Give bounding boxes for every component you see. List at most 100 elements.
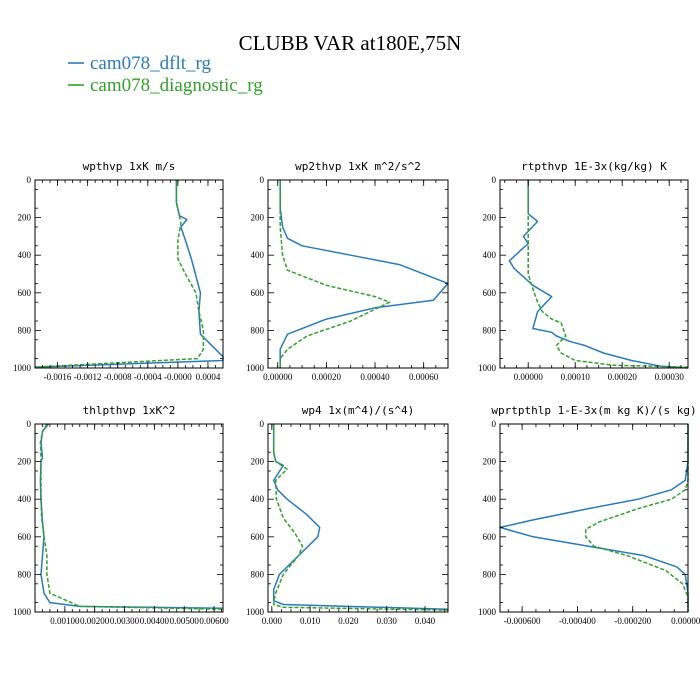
plot-frame (499, 179, 689, 369)
x-tick-label: 0.00300 (110, 616, 140, 626)
y-tick-label: 200 (18, 213, 32, 223)
panel-2: wp2thvp 1xK m^2/s^2020040060080010000.00… (246, 160, 449, 382)
panel-title: rtpthvp 1E-3x(kg/kg) K (521, 160, 667, 173)
x-tick-label: 0.00600 (199, 616, 229, 626)
y-tick-label: 400 (483, 494, 497, 504)
series-line-dflt (39, 423, 224, 609)
panel-title: thlpthvp 1xK^2 (83, 404, 176, 417)
y-tick-label: 0 (492, 175, 497, 185)
y-tick-label: 400 (483, 250, 497, 260)
y-tick-label: 1000 (246, 607, 265, 617)
x-tick-label: 0.00400 (140, 616, 170, 626)
panel-title: wpthvp 1xK m/s (83, 160, 176, 173)
panel-title: wp4 1x(m^4)/(s^4) (302, 404, 415, 417)
y-tick-label: 0 (492, 419, 497, 429)
panel-3: rtpthvp 1E-3x(kg/kg) K 0 200 400 600 800 1000 0… (478, 160, 689, 382)
series-line-diagnostic (279, 180, 391, 368)
x-tick-label: 0.00030 (655, 372, 685, 382)
y-tick-label: 600 (18, 288, 32, 298)
y-tick-label: 600 (483, 288, 497, 298)
y-tick-label: 800 (18, 569, 32, 579)
y-tick-label: 1000 (13, 363, 32, 373)
x-tick-label: 0.00200 (80, 616, 110, 626)
y-tick-label: 200 (483, 457, 497, 467)
series-line-diagnostic (527, 180, 689, 368)
y-tick-label: 400 (18, 250, 32, 260)
y-tick-label: 800 (251, 569, 265, 579)
x-tick-label: 0.00000 (514, 372, 544, 382)
y-tick-label: 1000 (478, 607, 497, 617)
x-tick-label: 0.020 (338, 616, 359, 626)
plot-frame (267, 423, 449, 613)
y-tick-label: 600 (251, 288, 265, 298)
x-tick-label: 0.000 (262, 616, 283, 626)
y-tick-label: 1000 (478, 363, 497, 373)
plot-frame (267, 179, 449, 369)
legend-label-diagnostic: cam078_diagnostic_rg (90, 75, 263, 96)
x-tick-label: -0.0012 (74, 372, 102, 382)
legend: cam078_dflt_rg cam078_diagnostic_rg (68, 53, 263, 96)
panel-title: wp2thvp 1xK m^2/s^2 (295, 160, 421, 173)
plot-frame (34, 179, 224, 369)
y-tick-label: 0 (260, 175, 265, 185)
x-tick-label: 0.00040 (360, 372, 390, 382)
plot-frame (34, 423, 224, 613)
y-tick-label: 600 (483, 532, 497, 542)
x-tick-label: -0.0008 (104, 372, 132, 382)
x-tick-label: -0.000200 (614, 616, 651, 626)
series-line-dflt (279, 180, 449, 368)
y-tick-label: 800 (251, 325, 265, 335)
x-tick-label: -0.000600 (504, 616, 541, 626)
x-tick-label: -0.0000 (164, 372, 192, 382)
figure-title: CLUBB VAR at180E,75N (239, 31, 462, 55)
y-tick-label: 400 (251, 494, 265, 504)
series-line-dflt (272, 424, 449, 610)
x-tick-label: -0.0004 (134, 372, 162, 382)
y-tick-label: 800 (483, 569, 497, 579)
panel-title: wprtpthlp 1-E-3x(m kg K)/(s kg) (491, 404, 696, 417)
x-tick-label: 0.030 (377, 616, 398, 626)
series-line-dflt (34, 180, 224, 368)
plot-frame (499, 423, 689, 613)
series-line-diagnostic (584, 424, 689, 612)
y-tick-label: 1000 (13, 607, 32, 617)
x-tick-label: 0.010 (300, 616, 321, 626)
x-tick-label: 0.00060 (409, 372, 439, 382)
y-tick-label: 800 (483, 325, 497, 335)
x-tick-label: -0.000400 (559, 616, 596, 626)
x-tick-label: 0.00500 (170, 616, 200, 626)
x-tick-label: 0.00020 (312, 372, 342, 382)
y-tick-label: 400 (18, 494, 32, 504)
y-tick-label: 200 (251, 457, 265, 467)
series-line-dflt (499, 424, 689, 612)
x-tick-label: 0.00010 (561, 372, 591, 382)
legend-label-dflt: cam078_dflt_rg (90, 53, 212, 74)
x-tick-label: 0.040 (415, 616, 436, 626)
y-tick-label: 800 (18, 325, 32, 335)
x-tick-label: -0.0016 (44, 372, 72, 382)
panel-6: wprtpthlp 1-E-3x(m kg K)/(s kg) 0 200 400 60… (478, 404, 700, 626)
series-line-diagnostic (39, 423, 224, 610)
x-tick-label: 0.0004 (196, 372, 221, 382)
y-tick-label: 0 (27, 419, 32, 429)
x-tick-label: 0.00000 (263, 372, 293, 382)
y-tick-label: 0 (260, 419, 265, 429)
y-tick-label: 1000 (246, 363, 265, 373)
y-tick-label: 600 (18, 532, 32, 542)
x-tick-label: 0.00020 (608, 372, 638, 382)
x-tick-label: 0.00100 (50, 616, 80, 626)
y-tick-label: 200 (483, 213, 497, 223)
y-tick-label: 400 (251, 250, 265, 260)
y-tick-label: 0 (27, 175, 32, 185)
series-line-dflt (508, 180, 689, 369)
series-line-diagnostic (34, 180, 205, 368)
y-tick-label: 200 (251, 213, 265, 223)
series-line-diagnostic (272, 424, 449, 611)
y-tick-label: 600 (251, 532, 265, 542)
